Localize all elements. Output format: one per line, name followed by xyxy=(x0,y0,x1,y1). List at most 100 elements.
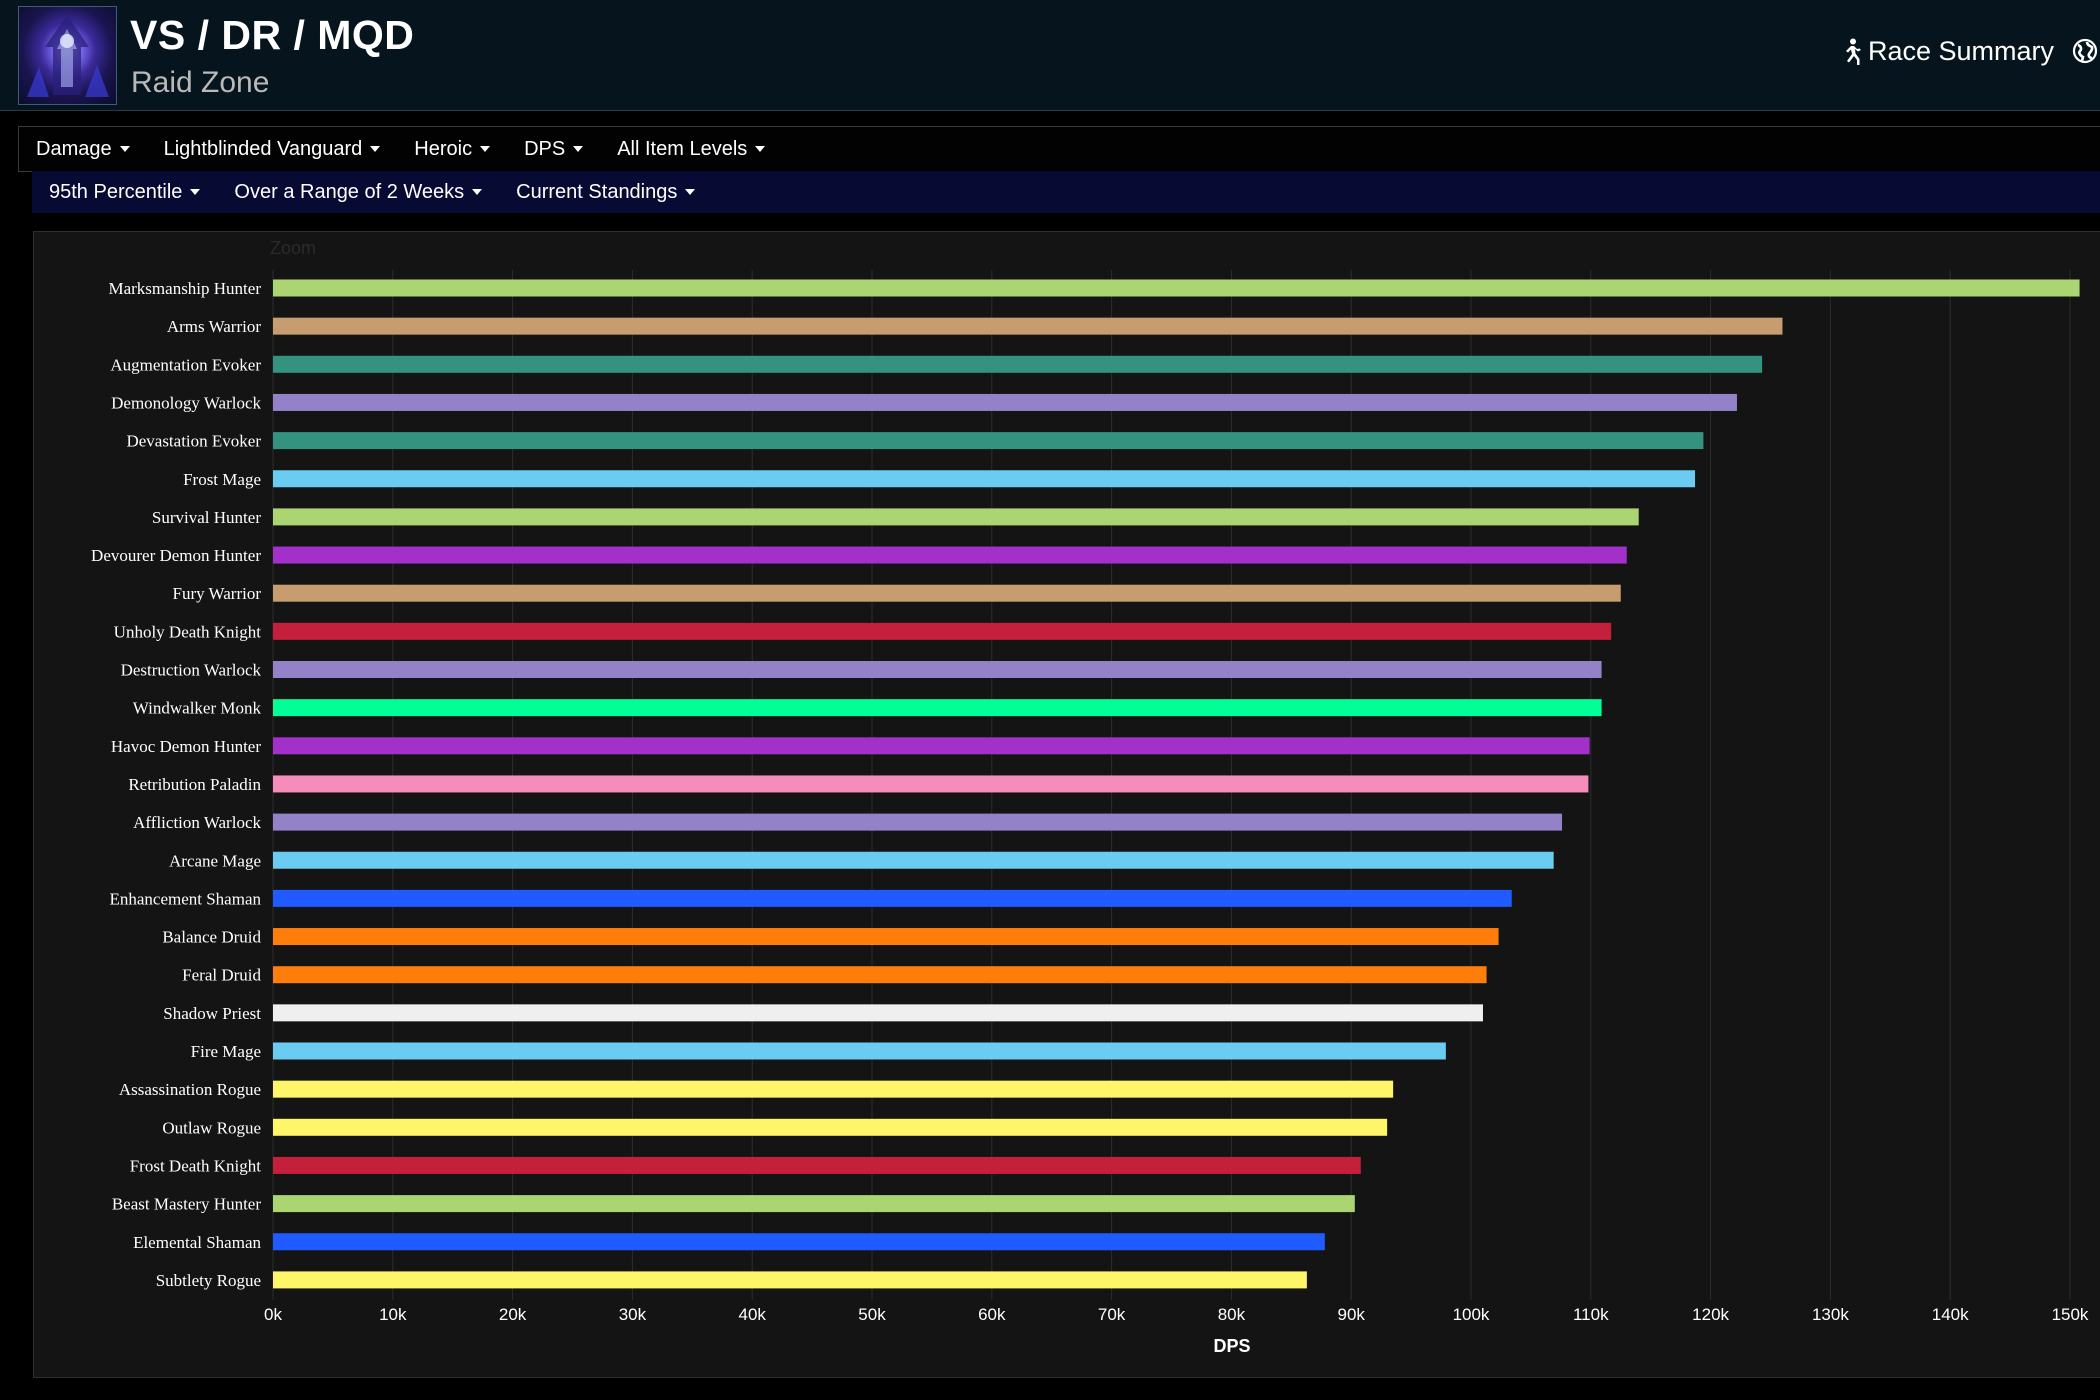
time-range-dropdown-label: Over a Range of 2 Weeks xyxy=(234,180,465,203)
category-label: Windwalker Monk xyxy=(133,699,262,718)
item-level-dropdown[interactable]: All Item Levels xyxy=(617,138,766,161)
bar-fire-mage[interactable] xyxy=(273,1042,1446,1060)
caret-down-icon xyxy=(370,146,381,152)
bar-assassination-rogue[interactable] xyxy=(273,1080,1394,1098)
bar-havoc-demon-hunter[interactable] xyxy=(273,737,1590,755)
x-tick-label: 110k xyxy=(1573,1305,1609,1324)
bar-retribution-paladin[interactable] xyxy=(273,775,1589,793)
caret-down-icon xyxy=(755,146,766,152)
caret-down-icon xyxy=(573,146,584,152)
race-summary-link[interactable]: Race Summary xyxy=(1838,36,2054,67)
category-label: Feral Druid xyxy=(182,966,261,985)
x-tick-label: 70k xyxy=(1098,1305,1126,1324)
category-label: Augmentation Evoker xyxy=(110,355,261,374)
category-labels: Marksmanship Hunter Arms Warrior Augmentat… xyxy=(91,279,261,1290)
category-label: Elemental Shaman xyxy=(133,1233,261,1252)
x-tick-label: 20k xyxy=(499,1305,527,1324)
category-label: Outlaw Rogue xyxy=(162,1118,261,1137)
percentile-dropdown-label: 95th Percentile xyxy=(49,180,183,203)
category-label: Havoc Demon Hunter xyxy=(111,737,261,756)
primary-filter-bar: Damage Lightblinded Vanguard Heroic DPS … xyxy=(18,126,2100,172)
bar-enhancement-shaman[interactable] xyxy=(273,889,1512,907)
bar-marksmanship-hunter[interactable] xyxy=(273,279,2080,297)
bar-devastation-evoker[interactable] xyxy=(273,432,1704,450)
page-header: VS / DR / MQD Raid Zone Race Summary xyxy=(0,0,2100,111)
bar-balance-druid[interactable] xyxy=(273,928,1499,946)
bar-augmentation-evoker[interactable] xyxy=(273,355,1763,373)
x-axis-ticks: 0k 10k 20k 30k 40k 50k 60k 70k 80k 90k 100k 110k 120… xyxy=(264,1305,2089,1324)
globe-icon[interactable] xyxy=(2072,38,2098,64)
bar-arcane-mage[interactable] xyxy=(273,851,1554,869)
zoom-label[interactable]: Zoom xyxy=(270,238,317,258)
running-person-icon xyxy=(1845,38,1861,65)
standings-dropdown-label: Current Standings xyxy=(516,180,678,203)
role-dropdown-label: DPS xyxy=(524,137,566,160)
page-subtitle: Raid Zone xyxy=(131,66,270,99)
bar-fury-warrior[interactable] xyxy=(273,584,1621,602)
x-tick-label: 30k xyxy=(619,1305,647,1324)
category-label: Affliction Warlock xyxy=(133,813,261,832)
role-dropdown[interactable]: DPS xyxy=(524,137,584,161)
x-tick-label: 40k xyxy=(738,1305,766,1324)
category-label: Demonology Warlock xyxy=(111,393,261,412)
category-label: Subtlety Rogue xyxy=(156,1271,261,1290)
category-label: Devourer Demon Hunter xyxy=(91,546,261,565)
x-tick-label: 60k xyxy=(978,1305,1006,1324)
bar-series xyxy=(273,279,2080,1289)
secondary-filter-bar: 95th Percentile Over a Range of 2 Weeks … xyxy=(32,171,2100,213)
standings-dropdown[interactable]: Current Standings xyxy=(516,180,696,204)
category-label: Unholy Death Knight xyxy=(114,622,262,641)
bar-subtlety-rogue[interactable] xyxy=(273,1271,1307,1289)
percentile-dropdown[interactable]: 95th Percentile xyxy=(49,180,201,204)
x-tick-label: 130k xyxy=(1812,1305,1849,1324)
bar-elemental-shaman[interactable] xyxy=(273,1233,1325,1251)
boss-dropdown[interactable]: Lightblinded Vanguard xyxy=(164,138,381,161)
bar-frost-mage[interactable] xyxy=(273,470,1696,488)
x-tick-label: 150k xyxy=(2052,1305,2089,1324)
x-tick-label: 10k xyxy=(379,1305,407,1324)
bar-destruction-warlock[interactable] xyxy=(273,661,1602,678)
bar-outlaw-rogue[interactable] xyxy=(273,1118,1388,1136)
caret-down-icon xyxy=(119,146,130,152)
category-label: Devastation Evoker xyxy=(126,432,261,451)
x-tick-label: 100k xyxy=(1453,1305,1490,1324)
caret-down-icon xyxy=(480,146,491,152)
raid-zone-icon xyxy=(18,6,117,105)
difficulty-dropdown-label: Heroic xyxy=(414,137,473,160)
x-tick-label: 0k xyxy=(264,1305,282,1324)
bar-demonology-warlock[interactable] xyxy=(273,393,1737,411)
boss-dropdown-label: Lightblinded Vanguard xyxy=(163,137,363,160)
bar-devourer-demon-hunter[interactable] xyxy=(273,546,1627,564)
bar-feral-druid[interactable] xyxy=(273,966,1487,984)
bar-unholy-death-knight[interactable] xyxy=(273,622,1612,640)
category-label: Beast Mastery Hunter xyxy=(112,1195,262,1214)
category-label: Fire Mage xyxy=(191,1042,261,1061)
category-label: Arms Warrior xyxy=(167,317,261,336)
x-tick-label: 140k xyxy=(1932,1305,1969,1324)
category-label: Arcane Mage xyxy=(169,851,261,870)
metric-dropdown[interactable]: Damage xyxy=(36,138,130,161)
category-label: Enhancement Shaman xyxy=(109,889,261,908)
caret-down-icon xyxy=(472,189,483,195)
difficulty-dropdown[interactable]: Heroic xyxy=(414,137,491,161)
bar-shadow-priest[interactable] xyxy=(273,1004,1483,1022)
x-tick-label: 90k xyxy=(1337,1305,1365,1324)
metric-dropdown-label: Damage xyxy=(36,137,112,160)
category-label: Frost Death Knight xyxy=(130,1156,262,1175)
bar-survival-hunter[interactable] xyxy=(273,508,1639,526)
page-title: VS / DR / MQD xyxy=(130,12,415,58)
bar-affliction-warlock[interactable] xyxy=(273,813,1563,831)
bar-frost-death-knight[interactable] xyxy=(273,1156,1361,1174)
category-label: Fury Warrior xyxy=(173,584,262,603)
category-label: Retribution Paladin xyxy=(128,775,261,794)
bar-beast-mastery-hunter[interactable] xyxy=(273,1195,1355,1213)
bar-windwalker-monk[interactable] xyxy=(273,699,1602,717)
category-label: Survival Hunter xyxy=(152,508,261,527)
category-label: Shadow Priest xyxy=(163,1004,261,1023)
category-label: Frost Mage xyxy=(183,470,261,489)
x-tick-label: 50k xyxy=(858,1305,886,1324)
bar-arms-warrior[interactable] xyxy=(273,317,1783,335)
time-range-dropdown[interactable]: Over a Range of 2 Weeks xyxy=(234,180,483,204)
x-axis-title: DPS xyxy=(1213,1336,1250,1356)
